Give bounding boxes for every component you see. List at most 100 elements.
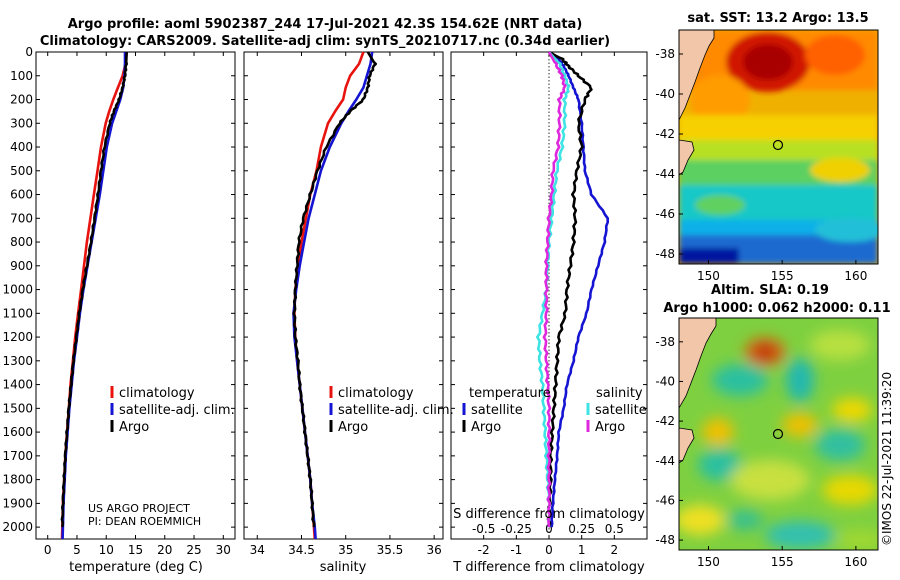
legend-satellite-label: satellite-adj. clim. bbox=[119, 403, 235, 418]
series-line-t-satellite bbox=[548, 50, 609, 528]
legend-climatology-label: climatology bbox=[338, 386, 414, 401]
x-tick-label: 15 bbox=[128, 543, 143, 557]
difference-plot: -2 -1 0 1 2-0.5 -0.25 0 0.25 0.5 bbox=[451, 50, 647, 557]
y-tick-label: 1300 bbox=[2, 354, 33, 368]
y-tick-label: 800 bbox=[10, 235, 33, 249]
temperature-legend: climatology satellite-adj. clim. Argo bbox=[110, 386, 235, 435]
sst-map-axes: 150 155 160 -38 -40 -42 -44 -46 -48 bbox=[655, 47, 867, 283]
y-tick-label: 2000 bbox=[2, 520, 33, 534]
y-tick-label: -46 bbox=[655, 207, 675, 221]
x-tick-label: 155 bbox=[771, 555, 794, 569]
sla-map-title: Altim. SLA: 0.19 bbox=[711, 283, 829, 298]
legend-satellite-label: satellite-adj. clim. bbox=[338, 403, 454, 418]
sst-map-title: sat. SST: 13.2 Argo: 13.5 bbox=[687, 11, 868, 26]
sla-map-axes: 150 155 160 -38 -40 -42 -44 -46 -48 bbox=[655, 335, 867, 569]
y-tick-label: -46 bbox=[655, 493, 675, 507]
series-line-s-argo bbox=[542, 51, 567, 528]
y-tick-label: -48 bbox=[655, 247, 675, 261]
credit-line-1: US ARGO PROJECT bbox=[88, 502, 190, 515]
legend-salinity-title: salinity bbox=[596, 386, 643, 401]
legend-climatology-label: climatology bbox=[119, 386, 195, 401]
sst-float-marker bbox=[772, 139, 784, 151]
y-tick-label: 200 bbox=[10, 93, 33, 107]
y-tick-label: 100 bbox=[10, 69, 33, 83]
y-tick-label: 1100 bbox=[2, 306, 33, 320]
y-tick-label: 1700 bbox=[2, 449, 33, 463]
y-tick-label: -42 bbox=[655, 414, 675, 428]
series-line-argo bbox=[60, 51, 128, 528]
legend-t-argo-label: Argo bbox=[471, 420, 501, 435]
difference-xlabel-salinity: S difference from climatology bbox=[453, 507, 645, 522]
legend-temperature-title: temperature bbox=[469, 386, 551, 401]
x-tick-label: 1 bbox=[578, 543, 586, 557]
series-line-t-argo bbox=[546, 50, 593, 528]
legend-s-satellite-label: satellite bbox=[595, 403, 647, 418]
y-tick-label: 1600 bbox=[2, 425, 33, 439]
x-tick-label: 20 bbox=[157, 543, 172, 557]
x-tick-label: 34 bbox=[250, 543, 265, 557]
x-tick-label: 150 bbox=[697, 555, 720, 569]
y-tick-label: 500 bbox=[10, 164, 33, 178]
x-tick-label: 10 bbox=[99, 543, 114, 557]
legend-argo-label: Argo bbox=[338, 420, 368, 435]
x-tick-label: 0 bbox=[44, 543, 52, 557]
imos-watermark: ©IMOS 22-Jul-2021 11:39:20 bbox=[880, 372, 894, 546]
y-tick-label: -44 bbox=[655, 454, 675, 468]
y-tick-label: -48 bbox=[655, 533, 675, 547]
x-tick-label: 5 bbox=[73, 543, 81, 557]
y-tick-label: 1000 bbox=[2, 283, 33, 297]
x-tick-label: 0 bbox=[545, 543, 553, 557]
x-tick-label: 155 bbox=[771, 269, 794, 283]
y-tick-label: 700 bbox=[10, 211, 33, 225]
x-tick2-label: -0.5 bbox=[472, 522, 495, 536]
x-tick-label: 34.5 bbox=[288, 543, 315, 557]
x-tick-label: 150 bbox=[697, 269, 720, 283]
y-tick-label: 1800 bbox=[2, 473, 33, 487]
x-tick-label: -2 bbox=[478, 543, 490, 557]
x-tick2-label: -0.25 bbox=[501, 522, 532, 536]
x-tick2-label: 0.25 bbox=[568, 522, 595, 536]
y-tick-label: 1900 bbox=[2, 496, 33, 510]
temperature-plot: 0 5 10 15 20 25 300100200300400500600700800900… bbox=[2, 45, 235, 557]
y-tick-label: 1400 bbox=[2, 378, 33, 392]
sla-map-frame bbox=[678, 317, 879, 551]
salinity-axes bbox=[243, 51, 444, 540]
x-tick-label: 36 bbox=[427, 543, 442, 557]
salinity-plot: 34 34.5 35 35.5 36 bbox=[244, 51, 443, 557]
x-tick-label: 160 bbox=[844, 555, 867, 569]
legend-s-argo-label: Argo bbox=[595, 420, 625, 435]
credit-line-2: PI: DEAN ROEMMICH bbox=[88, 515, 201, 528]
y-tick-label: -44 bbox=[655, 167, 675, 181]
legend-argo-label: Argo bbox=[119, 420, 149, 435]
temperature-xlabel: temperature (deg C) bbox=[69, 560, 203, 575]
y-tick-label: -42 bbox=[655, 127, 675, 141]
y-tick-label: 0 bbox=[25, 45, 33, 59]
x-tick2-label: 0.5 bbox=[605, 522, 624, 536]
salinity-xlabel: salinity bbox=[320, 560, 367, 575]
y-tick-label: -40 bbox=[655, 374, 675, 388]
salinity-legend: climatology satellite-adj. clim. Argo bbox=[329, 386, 454, 435]
series-line-argo bbox=[292, 51, 377, 528]
y-tick-label: 300 bbox=[10, 116, 33, 130]
temperature-axes bbox=[35, 51, 236, 540]
legend-t-satellite-label: satellite bbox=[471, 403, 523, 418]
sst-map-image bbox=[679, 30, 878, 264]
y-tick-label: -38 bbox=[655, 335, 675, 349]
sla-map-image bbox=[679, 318, 878, 550]
x-tick-label: 35 bbox=[338, 543, 353, 557]
x-tick-label: 2 bbox=[611, 543, 619, 557]
sst-map-frame bbox=[678, 29, 879, 265]
y-tick-label: -38 bbox=[655, 47, 675, 61]
difference-legend: temperature salinity satellite Argo sate… bbox=[462, 386, 647, 435]
y-tick-label: 600 bbox=[10, 188, 33, 202]
x-tick-label: 30 bbox=[216, 543, 231, 557]
header-line-1: Argo profile: aoml 5902387_244 17-Jul-20… bbox=[68, 17, 583, 32]
y-tick-label: 1500 bbox=[2, 401, 33, 415]
x-tick-label: 160 bbox=[844, 269, 867, 283]
header-line-2: Climatology: CARS2009. Satellite-adj cli… bbox=[40, 34, 610, 49]
y-tick-label: -40 bbox=[655, 87, 675, 101]
difference-xlabel: T difference from climatology bbox=[452, 560, 645, 575]
x-tick-label: 25 bbox=[186, 543, 201, 557]
sla-float-marker bbox=[772, 428, 784, 440]
